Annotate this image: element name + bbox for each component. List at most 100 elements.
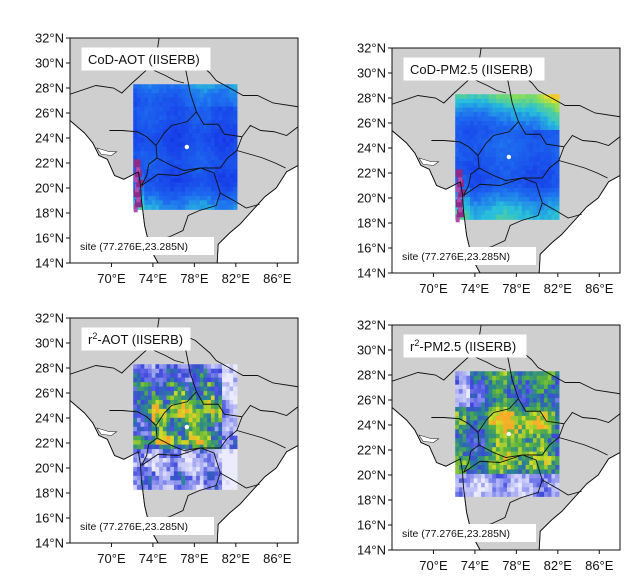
boundary-line xyxy=(477,120,565,181)
title-text: r2-PM2.5 (IISERB) xyxy=(410,338,516,354)
coastal-cell xyxy=(455,199,463,208)
y-tick-label: 30°N xyxy=(357,66,386,81)
y-tick-label: 16°N xyxy=(35,511,64,526)
site-label-text: site (77.276E,23.285N) xyxy=(402,251,510,263)
x-tick-label: 82°E xyxy=(222,271,251,286)
title-box xyxy=(403,57,545,81)
x-tick-label: 78°E xyxy=(180,551,209,566)
x-tick-label: 86°E xyxy=(263,551,292,566)
boundary-line xyxy=(470,354,507,371)
y-tick-label: 30°N xyxy=(35,56,64,71)
coastal-cell xyxy=(133,159,141,168)
map-area xyxy=(70,318,298,543)
y-tick-label: 18°N xyxy=(35,486,64,501)
map-figure: 32°N 30°N 28°N 26°N 24°N 22°N 20°N 18°N 16°N 14°N… xyxy=(357,318,621,573)
y-tick-label: 30°N xyxy=(357,343,386,358)
coastal-cell xyxy=(457,209,464,218)
y-tick-label: 22°N xyxy=(35,436,64,451)
y-tick-label: 32°N xyxy=(357,41,386,56)
map-frame xyxy=(391,47,621,274)
y-tick-label: 26°N xyxy=(35,386,64,401)
y-tick-label: 14°N xyxy=(35,536,64,551)
coastal-cell xyxy=(135,199,142,208)
y-tick-label: 24°N xyxy=(357,418,386,433)
boundary-line xyxy=(558,160,608,179)
site-label-box xyxy=(398,524,536,542)
coastal-cell xyxy=(135,184,139,193)
x-tick-label: 78°E xyxy=(180,271,209,286)
site-marker xyxy=(184,424,190,430)
site-label-text: site (77.276E,23.285N) xyxy=(80,521,188,533)
y-tick-label: 28°N xyxy=(35,361,64,376)
x-tick-label: 86°E xyxy=(585,558,614,573)
y-tick-label: 32°N xyxy=(357,318,386,333)
site-label: site (77.276E,23.285N) xyxy=(76,237,214,255)
y-tick-label: 20°N xyxy=(35,461,64,476)
coastal-cell xyxy=(133,174,138,183)
map-panel-cod-pm25: 32°N 30°N 28°N 26°N 24°N 22°N 20°N 18°N 16°N 14°N… xyxy=(322,38,632,308)
title-text: CoD-PM2.5 (IISERB) xyxy=(410,62,533,77)
x-tick-label: 74°E xyxy=(461,558,490,573)
x-tick-label: 70°E xyxy=(419,281,448,296)
title-text: CoD-AOT (IISERB) xyxy=(88,52,200,67)
x-tick-label: 82°E xyxy=(544,558,573,573)
y-tick-label: 28°N xyxy=(357,368,386,383)
map-panel-cod-aot: 32°N 30°N 28°N 26°N 24°N 22°N 20°N 18°N 16°N 14°N… xyxy=(0,28,310,298)
y-tick-label: 28°N xyxy=(357,91,386,106)
y-tick-label: 30°N xyxy=(35,336,64,351)
title-text: r2-AOT (IISERB) xyxy=(88,331,183,347)
y-tick-label: 24°N xyxy=(35,411,64,426)
boundary-line xyxy=(542,479,582,496)
boundary-line xyxy=(236,430,286,449)
site-marker xyxy=(184,144,190,150)
map-frame xyxy=(69,317,299,544)
y-tick-label: 18°N xyxy=(357,216,386,231)
site-label-text: site (77.276E,23.285N) xyxy=(402,528,510,540)
y-tick-label: 32°N xyxy=(35,31,64,46)
raster-field xyxy=(133,364,238,490)
map-frame xyxy=(391,324,621,551)
boundary-line xyxy=(241,404,298,418)
title-box xyxy=(81,327,191,351)
boundary-line xyxy=(241,124,298,138)
y-tick-label: 24°N xyxy=(357,141,386,156)
coastal-cell xyxy=(457,194,461,203)
coastal-cell xyxy=(455,169,463,178)
site-marker xyxy=(506,154,512,160)
coastal-cell xyxy=(133,204,138,213)
x-tick-label: 86°E xyxy=(585,281,614,296)
x-tick-label: 74°E xyxy=(461,281,490,296)
y-tick-label: 26°N xyxy=(35,106,64,121)
map-figure: 32°N 30°N 28°N 26°N 24°N 22°N 20°N 18°N 16°N 14°N… xyxy=(357,41,621,296)
x-tick-label: 74°E xyxy=(139,551,168,566)
x-tick-label: 74°E xyxy=(139,271,168,286)
x-tick-label: 70°E xyxy=(419,558,448,573)
gulf-of-kutch xyxy=(96,427,118,436)
map-area xyxy=(392,48,620,273)
coastal-cell xyxy=(458,204,463,213)
x-tick-label: 86°E xyxy=(263,271,292,286)
coastal-cell xyxy=(458,189,466,198)
raster-field xyxy=(455,94,560,223)
coastal-cell xyxy=(133,189,141,198)
boundary-line xyxy=(563,411,620,425)
y-tick-label: 18°N xyxy=(35,206,64,221)
site-label: site (77.276E,23.285N) xyxy=(398,247,536,265)
boundary-line xyxy=(155,390,243,451)
boundary-line xyxy=(477,397,565,458)
boundary-line xyxy=(141,167,221,241)
y-tick-label: 26°N xyxy=(357,116,386,131)
y-tick-label: 16°N xyxy=(357,241,386,256)
site-label-box xyxy=(76,237,214,255)
site-label: site (77.276E,23.285N) xyxy=(76,517,214,535)
y-tick-label: 20°N xyxy=(35,181,64,196)
boundary-line xyxy=(220,192,260,209)
boundary-line xyxy=(148,67,185,84)
boundary-line xyxy=(141,447,221,521)
y-tick-label: 20°N xyxy=(357,468,386,483)
site-label-text: site (77.276E,23.285N) xyxy=(80,241,188,253)
boundary-line xyxy=(183,335,298,388)
boundary-line xyxy=(155,110,243,171)
boundary-line xyxy=(463,454,543,528)
gulf-of-kutch xyxy=(418,157,440,166)
